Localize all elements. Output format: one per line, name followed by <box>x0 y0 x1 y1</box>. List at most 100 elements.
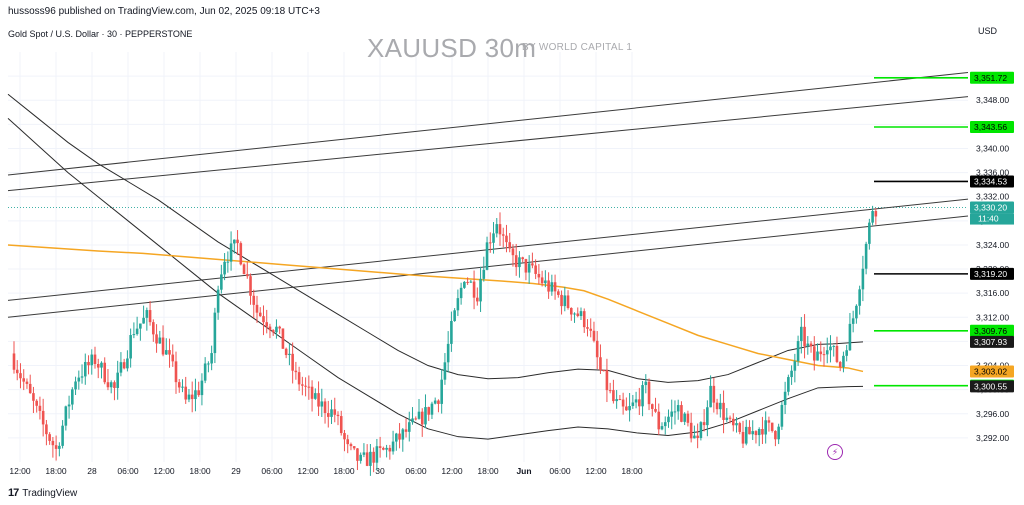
candle-body[interactable] <box>524 259 528 273</box>
candle-body[interactable] <box>278 326 281 329</box>
candle-body[interactable] <box>654 408 657 412</box>
candle-body[interactable] <box>359 454 362 461</box>
candle-body[interactable] <box>563 295 567 307</box>
candle-body[interactable] <box>61 425 64 446</box>
candle-body[interactable] <box>501 234 505 236</box>
candle-body[interactable] <box>641 385 644 407</box>
candle-body[interactable] <box>168 350 171 355</box>
candle-body[interactable] <box>748 426 751 435</box>
price-badge[interactable] <box>970 365 1014 378</box>
price-badge[interactable] <box>970 201 1014 214</box>
candle-body[interactable] <box>605 370 609 391</box>
candle-body[interactable] <box>569 307 573 315</box>
candle-body[interactable] <box>77 377 81 382</box>
candle-body[interactable] <box>819 351 823 355</box>
candle-body[interactable] <box>129 335 132 359</box>
candle-body[interactable] <box>223 261 226 275</box>
candle-body[interactable] <box>754 431 758 436</box>
candle-body[interactable] <box>152 322 155 335</box>
candle-body[interactable] <box>395 433 398 442</box>
candle-body[interactable] <box>683 413 686 422</box>
price-badge[interactable] <box>970 335 1014 348</box>
candle-body[interactable] <box>103 362 107 383</box>
candle-body[interactable] <box>158 337 162 344</box>
candle-body[interactable] <box>829 346 832 351</box>
candle-body[interactable] <box>443 362 447 380</box>
price-badge[interactable] <box>970 121 1014 134</box>
candle-body[interactable] <box>845 350 848 356</box>
candle-body[interactable] <box>446 343 450 363</box>
candle-body[interactable] <box>463 281 466 288</box>
candle-body[interactable] <box>301 384 304 386</box>
candle-body[interactable] <box>294 370 298 373</box>
candle-body[interactable] <box>550 282 554 292</box>
candle-body[interactable] <box>851 318 855 324</box>
candle-body[interactable] <box>868 222 871 244</box>
price-badge[interactable] <box>970 380 1014 393</box>
candle-body[interactable] <box>725 417 729 420</box>
candle-body[interactable] <box>699 422 703 439</box>
candle-body[interactable] <box>365 452 369 466</box>
candle-body[interactable] <box>356 448 359 461</box>
candle-body[interactable] <box>317 393 320 407</box>
candle-body[interactable] <box>842 355 845 368</box>
candle-body[interactable] <box>414 418 418 420</box>
candle-body[interactable] <box>382 447 385 450</box>
candle-body[interactable] <box>488 242 492 244</box>
candle-body[interactable] <box>171 354 175 362</box>
candle-body[interactable] <box>628 406 631 411</box>
candle-body[interactable] <box>28 383 32 394</box>
candle-body[interactable] <box>145 310 149 318</box>
candle-body[interactable] <box>479 278 482 302</box>
candle-body[interactable] <box>411 418 414 423</box>
candle-body[interactable] <box>258 312 262 317</box>
candle-body[interactable] <box>25 381 29 384</box>
candle-body[interactable] <box>663 422 667 427</box>
candle-body[interactable] <box>644 381 648 386</box>
candle-body[interactable] <box>511 248 515 256</box>
candle-body[interactable] <box>323 401 327 414</box>
candle-body[interactable] <box>242 264 246 275</box>
candle-body[interactable] <box>207 363 210 365</box>
candle-body[interactable] <box>194 390 197 400</box>
candle-body[interactable] <box>197 390 200 396</box>
candle-body[interactable] <box>320 401 324 407</box>
candle-body[interactable] <box>874 211 878 217</box>
candle-body[interactable] <box>686 413 690 423</box>
candle-body[interactable] <box>696 435 699 439</box>
candle-body[interactable] <box>722 402 725 420</box>
candle-body[interactable] <box>631 402 635 407</box>
candle-body[interactable] <box>647 381 651 405</box>
candle-body[interactable] <box>625 406 628 411</box>
candle-body[interactable] <box>369 451 372 466</box>
candle-body[interactable] <box>330 409 333 417</box>
candle-body[interactable] <box>466 281 469 283</box>
candle-body[interactable] <box>537 273 541 278</box>
candle-body[interactable] <box>22 378 26 382</box>
candle-body[interactable] <box>719 402 722 410</box>
candle-body[interactable] <box>148 310 152 323</box>
currency-label[interactable]: USD <box>978 26 998 36</box>
candle-body[interactable] <box>453 310 456 321</box>
candle-body[interactable] <box>676 405 680 412</box>
candle-body[interactable] <box>109 382 113 388</box>
candle-body[interactable] <box>310 386 314 399</box>
candle-body[interactable] <box>35 400 38 406</box>
candle-body[interactable] <box>498 224 502 235</box>
candle-body[interactable] <box>41 410 45 425</box>
candle-body[interactable] <box>220 274 223 290</box>
candle-body[interactable] <box>790 370 793 378</box>
candle-body[interactable] <box>735 423 738 426</box>
candle-body[interactable] <box>806 343 810 347</box>
candle-body[interactable] <box>825 350 829 355</box>
candle-body[interactable] <box>96 364 100 368</box>
candle-body[interactable] <box>48 434 51 441</box>
price-badge[interactable] <box>970 267 1014 280</box>
candle-body[interactable] <box>333 409 337 415</box>
candle-body[interactable] <box>650 404 654 409</box>
candle-body[interactable] <box>456 298 460 311</box>
candle-body[interactable] <box>505 235 508 243</box>
candle-body[interactable] <box>281 328 285 349</box>
candle-body[interactable] <box>200 380 204 396</box>
candle-body[interactable] <box>657 411 661 430</box>
